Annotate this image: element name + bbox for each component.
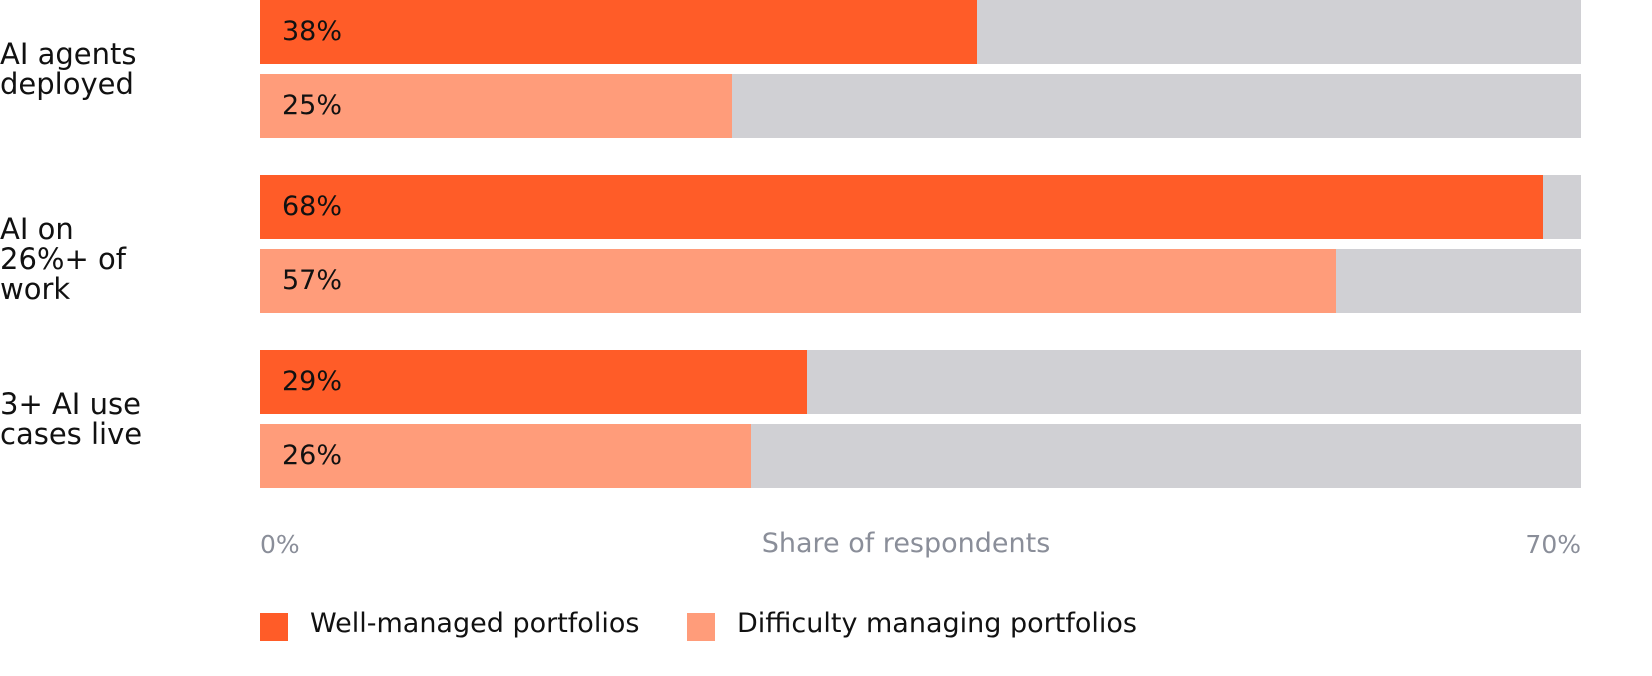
x-axis-title: Share of respondents	[761, 528, 1051, 559]
legend-label: Well-managed portfolios	[310, 608, 640, 639]
category-label: 3+ AI use cases live	[0, 387, 143, 451]
value-label: 68%	[282, 191, 343, 222]
category-label: AI on 26%+ of work	[0, 212, 126, 306]
bar	[260, 350, 808, 414]
x-tick-label: 70%	[1525, 530, 1581, 559]
value-label: 26%	[282, 440, 343, 471]
bar	[260, 74, 732, 138]
bar	[260, 175, 1544, 239]
legend-label: Difficulty managing portfolios	[737, 608, 1137, 639]
value-label: 38%	[282, 16, 343, 47]
category-label: AI agents deployed	[0, 37, 137, 101]
value-label: 25%	[282, 90, 343, 121]
bar	[260, 0, 978, 64]
value-label: 29%	[282, 366, 343, 397]
bar	[260, 424, 751, 488]
legend-swatch	[687, 613, 715, 641]
x-tick-label: 0%	[260, 530, 300, 559]
value-label: 57%	[282, 265, 343, 296]
legend-swatch	[260, 613, 288, 641]
bar	[260, 249, 1336, 313]
